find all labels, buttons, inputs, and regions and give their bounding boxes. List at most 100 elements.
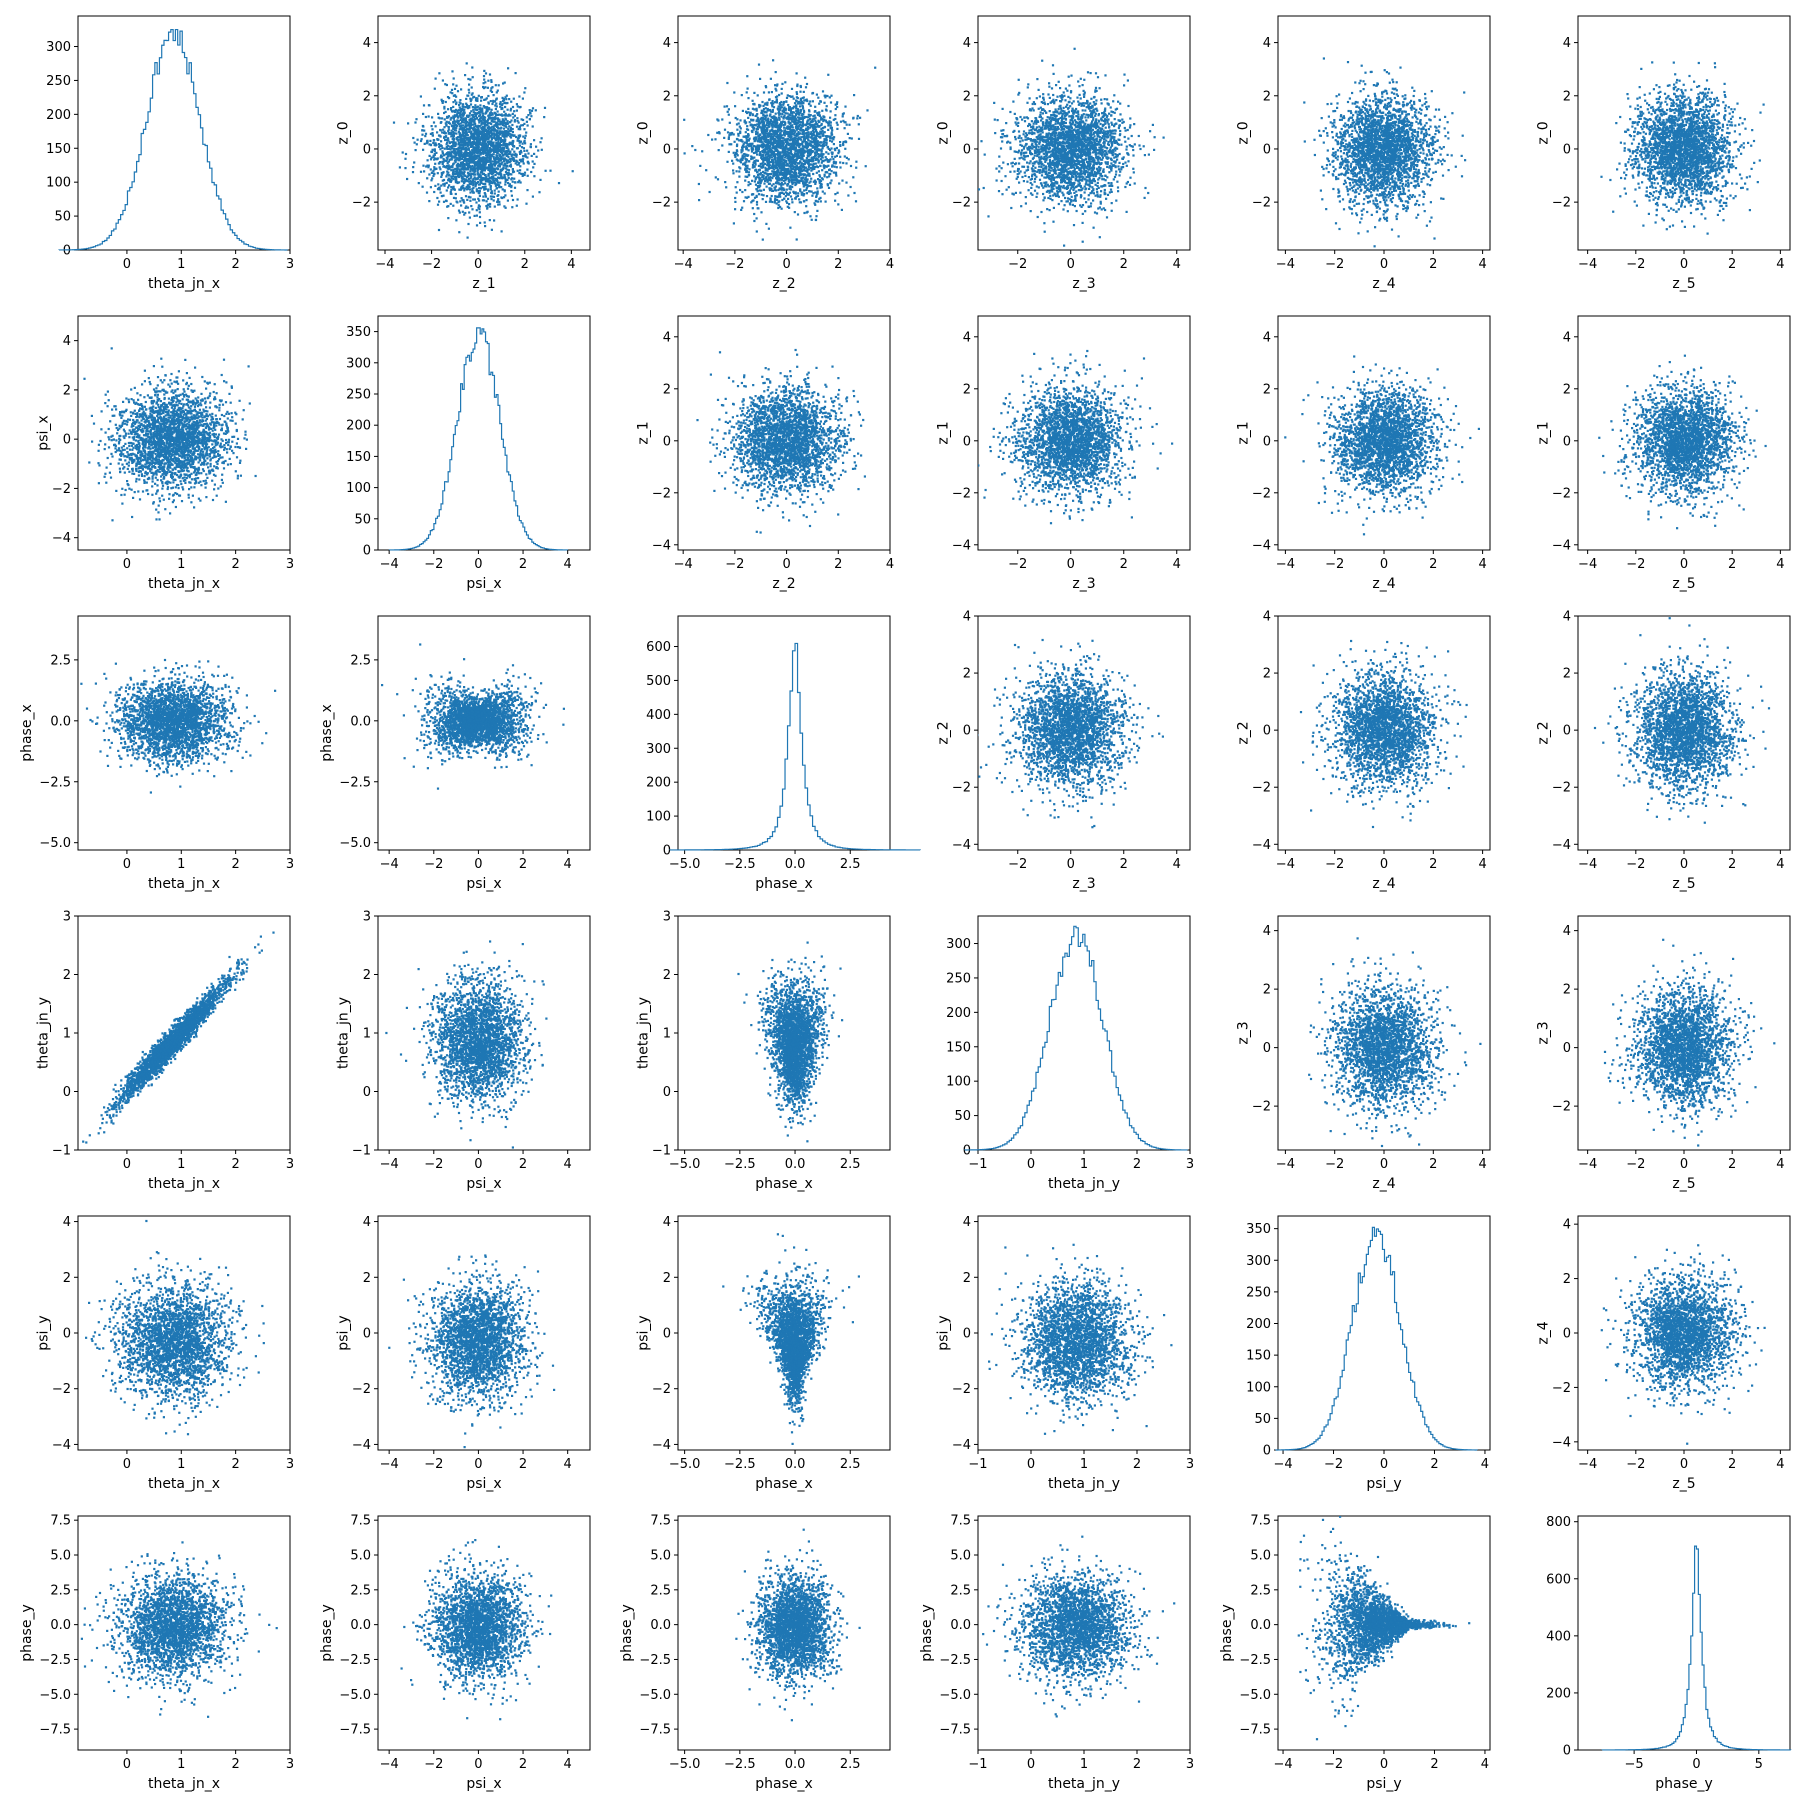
y-tick-label: 100 — [946, 1075, 971, 1090]
x-tick-label: 0 — [123, 1457, 131, 1472]
x-axis-label: theta_jn_x — [148, 276, 220, 292]
y-tick-label: −2 — [352, 196, 371, 211]
y-tick-label: 0 — [963, 1144, 971, 1159]
y-tick-label: 4 — [963, 610, 971, 625]
y-tick-label: 250 — [46, 74, 71, 89]
y-tick-label: 0 — [63, 244, 71, 259]
y-tick-label: 2 — [63, 968, 71, 983]
y-tick-label: 7.5 — [650, 1514, 671, 1529]
x-tick-label: 0.0 — [785, 857, 806, 872]
x-tick-label: 1 — [1080, 1757, 1088, 1772]
x-tick-label: 2 — [1120, 857, 1128, 872]
y-tick-label: −5.0 — [39, 1688, 71, 1703]
y-tick-label: 0 — [963, 434, 971, 449]
x-tick-label: −4 — [674, 557, 693, 572]
y-tick-label: −1 — [352, 1144, 371, 1159]
y-axis-label: theta_jn_y — [636, 997, 652, 1069]
x-axis-label: z_3 — [1072, 576, 1095, 592]
x-tick-label: 1 — [177, 257, 185, 272]
x-tick-label: 2 — [521, 257, 529, 272]
y-tick-label: 600 — [646, 640, 671, 655]
x-tick-label: −2 — [422, 257, 441, 272]
x-tick-label: 1 — [177, 1457, 185, 1472]
y-tick-label: −1 — [52, 1144, 71, 1159]
x-tick-label: −2.5 — [724, 1457, 756, 1472]
x-tick-label: 2 — [1133, 1757, 1141, 1772]
scatter-phase_y-vs-phase_x: −5.0 −2.5 0.0 2.5−7.5−5.0−2.50.02.55.07.5ph… — [619, 1514, 890, 1792]
y-tick-label: 3 — [363, 910, 371, 925]
x-tick-label: −2.5 — [724, 857, 756, 872]
y-tick-label: 0 — [663, 1327, 671, 1342]
x-axis-label: psi_x — [466, 1776, 501, 1792]
y-tick-label: −2 — [1552, 196, 1571, 211]
x-tick-label: 4 — [1478, 557, 1486, 572]
x-tick-label: 2 — [1430, 1457, 1438, 1472]
y-tick-label: 2 — [1563, 1272, 1571, 1287]
y-axis-label: phase_y — [919, 1604, 935, 1662]
x-tick-label: −4 — [1578, 1457, 1597, 1472]
x-tick-label: 5 — [1755, 1757, 1763, 1772]
y-tick-label: 2 — [963, 667, 971, 682]
x-tick-label: 2 — [1120, 557, 1128, 572]
y-tick-label: 0 — [1563, 724, 1571, 739]
y-tick-label: −2 — [1252, 781, 1271, 796]
x-tick-label: 0 — [1680, 1157, 1688, 1172]
y-tick-label: 4 — [1563, 330, 1571, 345]
y-tick-label: −2 — [952, 196, 971, 211]
x-tick-label: −2 — [1626, 257, 1645, 272]
x-tick-label: 0 — [1027, 1757, 1035, 1772]
x-tick-label: 1 — [1080, 1157, 1088, 1172]
x-tick-label: −2 — [1325, 1157, 1344, 1172]
x-tick-label: −2 — [1008, 857, 1027, 872]
x-tick-label: 0 — [1380, 1157, 1388, 1172]
y-tick-label: 100 — [46, 176, 71, 191]
y-tick-label: 0 — [963, 1327, 971, 1342]
scatter-points — [1594, 617, 1770, 824]
x-axis-label: z_3 — [1072, 876, 1095, 892]
x-tick-label: 0 — [1067, 557, 1075, 572]
x-tick-label: −1 — [968, 1757, 987, 1772]
y-axis-label: z_2 — [1536, 721, 1552, 744]
y-tick-label: 0 — [1263, 724, 1271, 739]
y-tick-label: 0 — [63, 433, 71, 448]
x-tick-label: 2 — [232, 1157, 240, 1172]
y-tick-label: 4 — [663, 330, 671, 345]
x-tick-label: −4 — [375, 257, 394, 272]
scatter-points — [1284, 355, 1480, 535]
y-tick-label: 2 — [1563, 667, 1571, 682]
x-tick-label: 4 — [567, 257, 575, 272]
y-axis-label: phase_x — [319, 704, 335, 762]
axes-frame — [378, 316, 590, 550]
x-axis-label: z_4 — [1372, 276, 1395, 292]
x-tick-label: 4 — [1776, 857, 1784, 872]
y-tick-label: −4 — [1552, 538, 1571, 553]
x-tick-label: 4 — [1478, 257, 1486, 272]
x-tick-label: 0 — [123, 1157, 131, 1172]
x-tick-label: −4 — [380, 857, 399, 872]
scatter-phase_y-vs-theta_jn_y: −1 0 1 2 3−7.5−5.0−2.50.02.55.07.5theta_jn_y… — [919, 1514, 1194, 1792]
y-tick-label: 800 — [1546, 1515, 1571, 1530]
x-tick-label: 0 — [474, 557, 482, 572]
axes-frame — [1578, 1516, 1790, 1750]
y-tick-label: 4 — [1563, 1218, 1571, 1233]
x-tick-label: 2.5 — [840, 1757, 861, 1772]
x-axis-label: psi_x — [466, 1176, 501, 1192]
x-tick-label: −2 — [1324, 1757, 1343, 1772]
y-tick-label: −1 — [652, 1144, 671, 1159]
y-tick-label: −2 — [352, 1382, 371, 1397]
x-axis-label: z_2 — [772, 276, 795, 292]
x-tick-label: 2 — [519, 1457, 527, 1472]
y-tick-label: 0 — [1563, 1041, 1571, 1056]
y-tick-label: 0.0 — [350, 714, 371, 729]
x-tick-label: −4 — [1578, 857, 1597, 872]
y-tick-label: −2 — [952, 781, 971, 796]
y-tick-label: 0 — [1263, 142, 1271, 157]
x-axis-label: phase_x — [755, 876, 813, 892]
y-tick-label: 250 — [1246, 1285, 1271, 1300]
x-tick-label: −2.5 — [724, 1157, 756, 1172]
y-tick-label: 200 — [46, 108, 71, 123]
